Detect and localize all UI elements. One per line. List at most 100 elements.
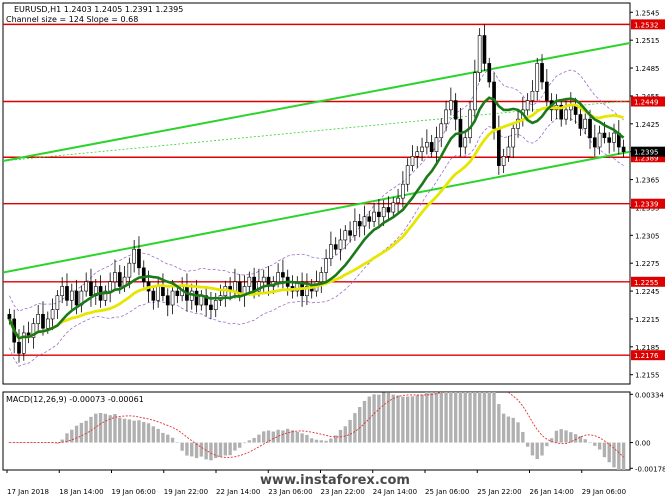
candle-body — [559, 104, 564, 120]
macd-histogram-bar — [238, 442, 242, 448]
macd-histogram-bar — [377, 394, 381, 443]
time-tick-label: 23 Jan 22:00 — [321, 488, 365, 496]
main-pane-frame — [2, 2, 631, 385]
candle-body — [338, 239, 343, 250]
macd-histogram-bar — [559, 429, 563, 443]
macd-histogram-bar — [108, 415, 112, 443]
candle-body — [89, 281, 93, 297]
candle-body — [21, 332, 26, 354]
candle-body — [544, 81, 549, 101]
macd-histogram-bar — [161, 432, 165, 443]
macd-histogram-bar — [319, 440, 323, 443]
candle-body — [357, 221, 362, 227]
macd-histogram-bar — [324, 440, 328, 443]
macd-histogram-bar — [482, 392, 487, 443]
time-tick-label: 26 Jan 14:00 — [530, 488, 574, 496]
candle-body — [564, 109, 568, 120]
macd-histogram-bar — [113, 414, 117, 443]
candle-body — [170, 290, 175, 306]
price-tick-label: 1.2515 — [635, 37, 660, 45]
level-label-box — [631, 96, 665, 107]
price-tick-label: 1.2155 — [635, 372, 660, 380]
macd-histogram-bar — [487, 392, 491, 443]
current-price-label: 1.2395 — [634, 149, 659, 157]
macd-histogram-bar — [286, 428, 290, 443]
candle-body — [449, 100, 453, 111]
candle-body — [429, 142, 434, 152]
macd-histogram-bar — [151, 426, 156, 443]
macd-histogram-bar — [578, 436, 583, 443]
macd-histogram-bar — [242, 442, 247, 444]
macd-histogram-bar — [420, 394, 424, 443]
macd-histogram-bar — [540, 442, 544, 456]
macd-histogram-bar — [367, 396, 371, 443]
macd-histogram-bar — [194, 442, 199, 459]
time-tick-label: 24 Jan 14:00 — [373, 488, 417, 496]
candle-body — [329, 244, 333, 259]
candle-body — [281, 272, 285, 278]
macd-histogram-bar — [290, 430, 295, 443]
macd-histogram-bar — [98, 413, 103, 443]
macd-histogram-bar — [386, 392, 391, 443]
price-tick-label: 1.2485 — [635, 65, 660, 73]
macd-histogram-bar — [593, 442, 597, 446]
macd-histogram-bar — [314, 439, 319, 443]
time-tick-label: 17 Jan 2018 — [7, 488, 49, 496]
candle-body — [425, 142, 429, 148]
time-tick-label: 19 Jan 06:00 — [112, 488, 156, 496]
macd-histogram-bar — [569, 432, 573, 443]
candle-body — [257, 281, 261, 292]
macd-histogram-bar — [305, 434, 309, 443]
candle-body — [343, 230, 348, 241]
candle-body — [324, 258, 328, 273]
macd-histogram-bar — [300, 433, 304, 443]
channel-upper-line — [3, 41, 630, 162]
candle-body — [175, 290, 180, 297]
macd-histogram-bar — [492, 392, 496, 443]
candle-body — [492, 81, 496, 129]
candle-body — [607, 137, 612, 143]
macd-histogram-bar — [468, 392, 472, 443]
macd-histogram-bar — [175, 442, 180, 444]
candle-body — [247, 276, 252, 287]
level-label-box — [631, 276, 665, 287]
candle-body — [482, 35, 487, 64]
macd-histogram-bar — [473, 392, 477, 443]
candle-body — [525, 100, 530, 111]
macd-histogram-bar — [252, 437, 256, 443]
macd-histogram-bar — [334, 435, 338, 443]
macd-histogram-bar — [521, 431, 525, 443]
candle-body — [69, 290, 74, 301]
macd-histogram-bar — [295, 431, 299, 443]
macd-histogram-bar — [588, 442, 592, 444]
macd-histogram-bar — [204, 442, 208, 460]
candle-body — [31, 323, 36, 338]
macd-histogram-bar — [564, 430, 568, 443]
candle-body — [65, 286, 69, 301]
macd-histogram-bar — [247, 440, 252, 443]
candle-body — [473, 72, 477, 111]
macd-histogram-bar — [7, 442, 12, 444]
channel-info: Channel size = 124 Slope = 0.68 — [6, 15, 138, 24]
macd-histogram-bar — [405, 396, 410, 443]
candle-body — [540, 63, 544, 83]
candle-body — [597, 132, 602, 148]
macd-histogram-bar — [617, 442, 621, 470]
candle-body — [463, 137, 468, 148]
macd-pane-frame — [2, 391, 631, 471]
symbol-info: EURUSD,H1 1.2403 1.2405 1.2391 1.2395 — [14, 5, 183, 14]
macd-histogram-bar — [545, 442, 549, 447]
macd-histogram-bar — [55, 442, 60, 444]
current-price-box — [631, 146, 665, 157]
macd-histogram-bar — [343, 426, 347, 443]
candle-body — [535, 63, 540, 92]
price-tick-label: 1.2275 — [635, 260, 660, 268]
candle-body — [252, 276, 256, 292]
macd-histogram-bar — [262, 431, 266, 443]
candle-body — [209, 304, 213, 310]
candle-body — [612, 132, 616, 143]
macd-histogram-bar — [516, 422, 520, 443]
macd-histogram-bar — [257, 434, 261, 443]
candle-body — [333, 244, 338, 250]
candle-body — [468, 109, 472, 139]
